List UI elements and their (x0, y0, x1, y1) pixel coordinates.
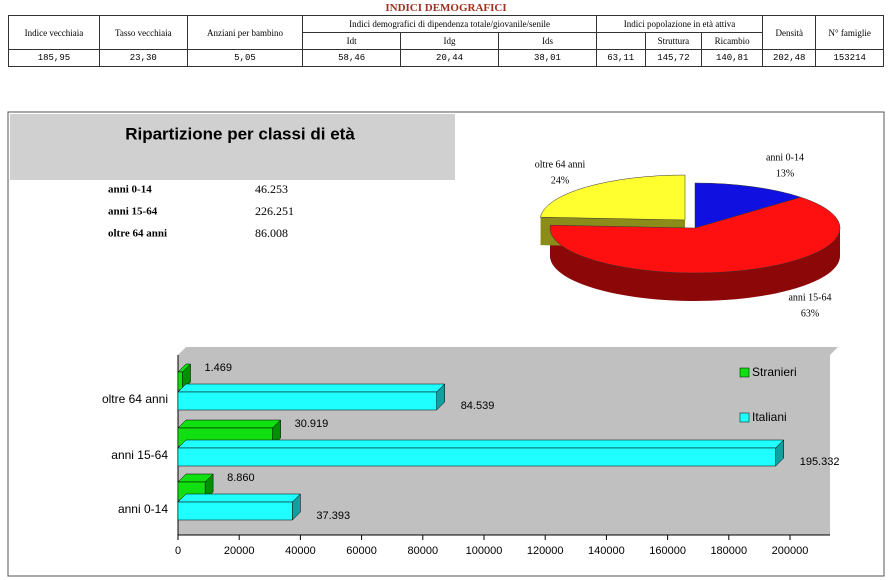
value-cell: 5,05 (186, 49, 304, 67)
x-tick-label: 40000 (285, 545, 316, 557)
x-tick-label: 200000 (772, 545, 809, 557)
x-tick-label: 120000 (527, 545, 564, 557)
value-cell: 153214 (815, 49, 884, 67)
summary-value: 46.253 (255, 182, 288, 196)
values-row: 185,95 23,30 5,05 58,46 20,44 38,01 63,11 145,7… (8, 49, 884, 67)
header: Anziani per bambino (186, 15, 304, 50)
pie-label: anni 0-14 (766, 152, 804, 163)
panel (7, 111, 885, 577)
bar (177, 391, 437, 411)
legend-swatch (739, 412, 750, 423)
summary-label: oltre 64 anni (108, 228, 167, 240)
value-cell: 202,48 (762, 49, 817, 67)
x-tick-label: 80000 (408, 545, 439, 557)
x-tick-label: 160000 (649, 545, 686, 557)
y-tick-label: anni 15-64 (111, 448, 168, 462)
value-cell: 140,81 (701, 49, 764, 67)
summary-title: Ripartizione per classi di età (125, 124, 355, 143)
bar-top (177, 383, 446, 393)
value-cell: 38,01 (498, 49, 597, 67)
header: Tasso vecchiaia (98, 15, 188, 50)
bar (177, 501, 293, 521)
pie-slice (694, 182, 802, 229)
pie-slice (539, 174, 686, 221)
x-tick-label: 140000 (588, 545, 625, 557)
header: N° famiglie (815, 15, 884, 50)
legend-swatch (739, 367, 750, 378)
legend-label: Italiani (752, 410, 787, 424)
y-tick-label: anni 0-14 (118, 502, 168, 516)
x-tick-label: 20000 (224, 545, 255, 557)
indices-table: INDICI DEMOGRAFICI Indice vecchiaia Tasso… (8, 2, 884, 67)
value-cell: 145,72 (644, 49, 703, 67)
bar (177, 371, 183, 391)
pie-value-label: 13% (776, 168, 794, 179)
value-cell: 185,95 (8, 49, 100, 67)
value-cell: 23,30 (98, 49, 188, 67)
summary-value: 226.251 (255, 204, 294, 218)
bar-value-label: 30.919 (295, 418, 329, 430)
summary-value: 86.008 (255, 226, 288, 240)
header: Indice vecchiaia (8, 15, 100, 50)
bar-top (177, 439, 785, 449)
x-tick-label: 100000 (466, 545, 503, 557)
pie-label: oltre 64 anni (535, 159, 586, 170)
x-tick-label: 180000 (710, 545, 747, 557)
summary-box (10, 114, 455, 180)
summary-label: anni 0-14 (108, 184, 152, 196)
summary-label: anni 15-64 (108, 206, 158, 218)
pie-label: anni 15-64 (788, 292, 831, 303)
bar-top (177, 419, 282, 429)
bar-top (177, 493, 302, 503)
x-tick-label: 60000 (346, 545, 377, 557)
value-cell: 63,11 (595, 49, 646, 67)
table: Indice vecchiaia Tasso vecchiaia Anziani p… (8, 15, 884, 67)
bar (177, 447, 776, 467)
y-tick-label: oltre 64 anni (102, 392, 168, 406)
bar-value-label: 84.539 (461, 400, 495, 412)
bar-value-label: 195.332 (800, 456, 840, 468)
table-title: INDICI DEMOGRAFICI (385, 2, 507, 14)
pie-value-label: 63% (801, 308, 819, 319)
legend-label: Stranieri (752, 365, 797, 379)
pie-slice (549, 196, 841, 274)
bar-value-label: 37.393 (316, 510, 350, 522)
bar-value-label: 1.469 (204, 362, 232, 374)
x-tick-label: 0 (175, 545, 181, 557)
bar-value-label: 8.860 (227, 472, 255, 484)
pie-value-label: 24% (551, 175, 569, 186)
